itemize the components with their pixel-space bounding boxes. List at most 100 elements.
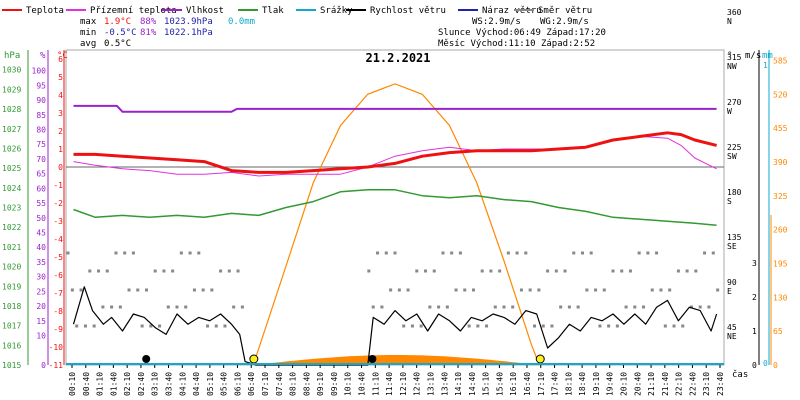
x-tick-label: 15:40	[495, 372, 504, 396]
stat-sun: Slunce Východ:06:49 Západ:17:20	[438, 28, 606, 38]
x-tick-label: 13:10	[426, 372, 435, 396]
direction-point	[131, 251, 135, 255]
direction-tick-value: 270	[727, 98, 742, 107]
pressure-tick: 1020	[2, 263, 21, 272]
direction-tick-value: 360	[727, 8, 742, 17]
x-tick-label: 10:10	[344, 372, 353, 396]
chart-title: 21.2.2021	[365, 51, 430, 65]
direction-point	[192, 288, 196, 292]
sunrise-marker	[249, 354, 259, 364]
direction-point	[607, 324, 611, 328]
direction-point	[485, 324, 489, 328]
humidity-tick: 90	[36, 96, 46, 105]
direction-point	[206, 324, 210, 328]
direction-tick-value: 225	[727, 143, 742, 152]
direction-point	[563, 269, 567, 273]
humidity-tick: 70	[36, 155, 46, 164]
humidity-tick: 65	[36, 170, 46, 179]
direction-point	[498, 269, 502, 273]
direction-point	[406, 288, 410, 292]
pressure-tick: 1024	[2, 184, 21, 193]
direction-point	[428, 305, 432, 309]
x-tick-label: 21:10	[647, 372, 656, 396]
humidity-tick: 75	[36, 140, 46, 149]
direction-point	[620, 269, 624, 273]
temperature-unit-label: °C	[57, 51, 68, 61]
wind-tick: 3	[752, 259, 757, 268]
stat-ws: WS:2.9m/s	[472, 17, 521, 27]
direction-point	[144, 288, 148, 292]
series-solar-fill	[253, 355, 540, 365]
series-solar-curve	[252, 83, 540, 366]
direction-point	[559, 305, 563, 309]
humidity-tick: 15	[36, 317, 46, 326]
pressure-tick: 1016	[2, 341, 21, 350]
direction-point	[541, 324, 545, 328]
direction-point	[598, 324, 602, 328]
legend-label-5: Rychlost větru	[370, 6, 446, 16]
x-tick-label: 11:40	[385, 372, 394, 396]
temperature-tick: -10	[49, 343, 64, 352]
x-tick-label: 14:10	[454, 372, 463, 396]
direction-point	[689, 305, 693, 309]
direction-point	[554, 269, 558, 273]
direction-point	[227, 269, 231, 273]
solar-tick: 585	[773, 56, 788, 65]
temperature-tick: -9	[53, 325, 63, 334]
x-tick-label: 06:10	[233, 372, 242, 396]
humidity-tick: 45	[36, 229, 46, 238]
solar-tick: 455	[773, 124, 788, 133]
x-tick-label: 05:40	[220, 372, 229, 396]
stat-moon: Měsíc Východ:11:10 Západ:2:52	[438, 39, 595, 49]
direction-point	[646, 251, 650, 255]
direction-point	[515, 251, 519, 255]
x-tick-label: 18:40	[578, 372, 587, 396]
direction-point	[419, 324, 423, 328]
x-tick-label: 05:10	[206, 372, 215, 396]
pressure-tick: 1017	[2, 322, 21, 331]
direction-point	[367, 269, 371, 273]
direction-point	[585, 288, 589, 292]
direction-point	[458, 251, 462, 255]
humidity-tick: 50	[36, 214, 46, 223]
x-tick-label: 23:40	[716, 372, 725, 396]
direction-point	[158, 324, 162, 328]
pressure-tick: 1019	[2, 282, 21, 291]
humidity-tick: 80	[36, 125, 46, 134]
humidity-tick: 20	[36, 302, 46, 311]
direction-point	[533, 324, 537, 328]
stat-max-hum: 88%	[140, 17, 157, 27]
direction-point	[637, 251, 641, 255]
direction-point	[659, 288, 663, 292]
stat-max-label: max	[80, 17, 97, 27]
temperature-tick: -7	[53, 289, 63, 298]
pressure-tick: 1015	[2, 361, 21, 370]
temperature-tick: -1	[53, 181, 63, 190]
direction-tick-label: NW	[727, 62, 737, 71]
direction-tick-value: 45	[727, 323, 737, 332]
direction-point	[550, 324, 554, 328]
direction-point	[668, 288, 672, 292]
legend-label-1: Přízemní teplota	[90, 6, 177, 16]
direction-point	[537, 288, 541, 292]
direction-point	[219, 269, 223, 273]
wind-unit-label: m/s	[745, 51, 761, 61]
humidity-tick: 85	[36, 111, 46, 120]
direction-point	[437, 305, 441, 309]
stat-max-temp: 1.9°C	[104, 17, 131, 27]
x-tick-label: 14:40	[468, 372, 477, 396]
moonset-marker	[142, 355, 151, 363]
direction-point	[528, 288, 532, 292]
x-tick-label: 22:40	[688, 372, 697, 396]
direction-point	[166, 305, 170, 309]
direction-point	[506, 251, 510, 255]
direction-point	[415, 269, 419, 273]
direction-point	[450, 251, 454, 255]
pressure-tick: 1022	[2, 223, 21, 232]
direction-tick-value: 180	[727, 188, 742, 197]
direction-point	[432, 269, 436, 273]
direction-point	[402, 324, 406, 328]
stat-min-label: min	[80, 28, 96, 38]
direction-point	[546, 269, 550, 273]
humidity-tick: 40	[36, 243, 46, 252]
